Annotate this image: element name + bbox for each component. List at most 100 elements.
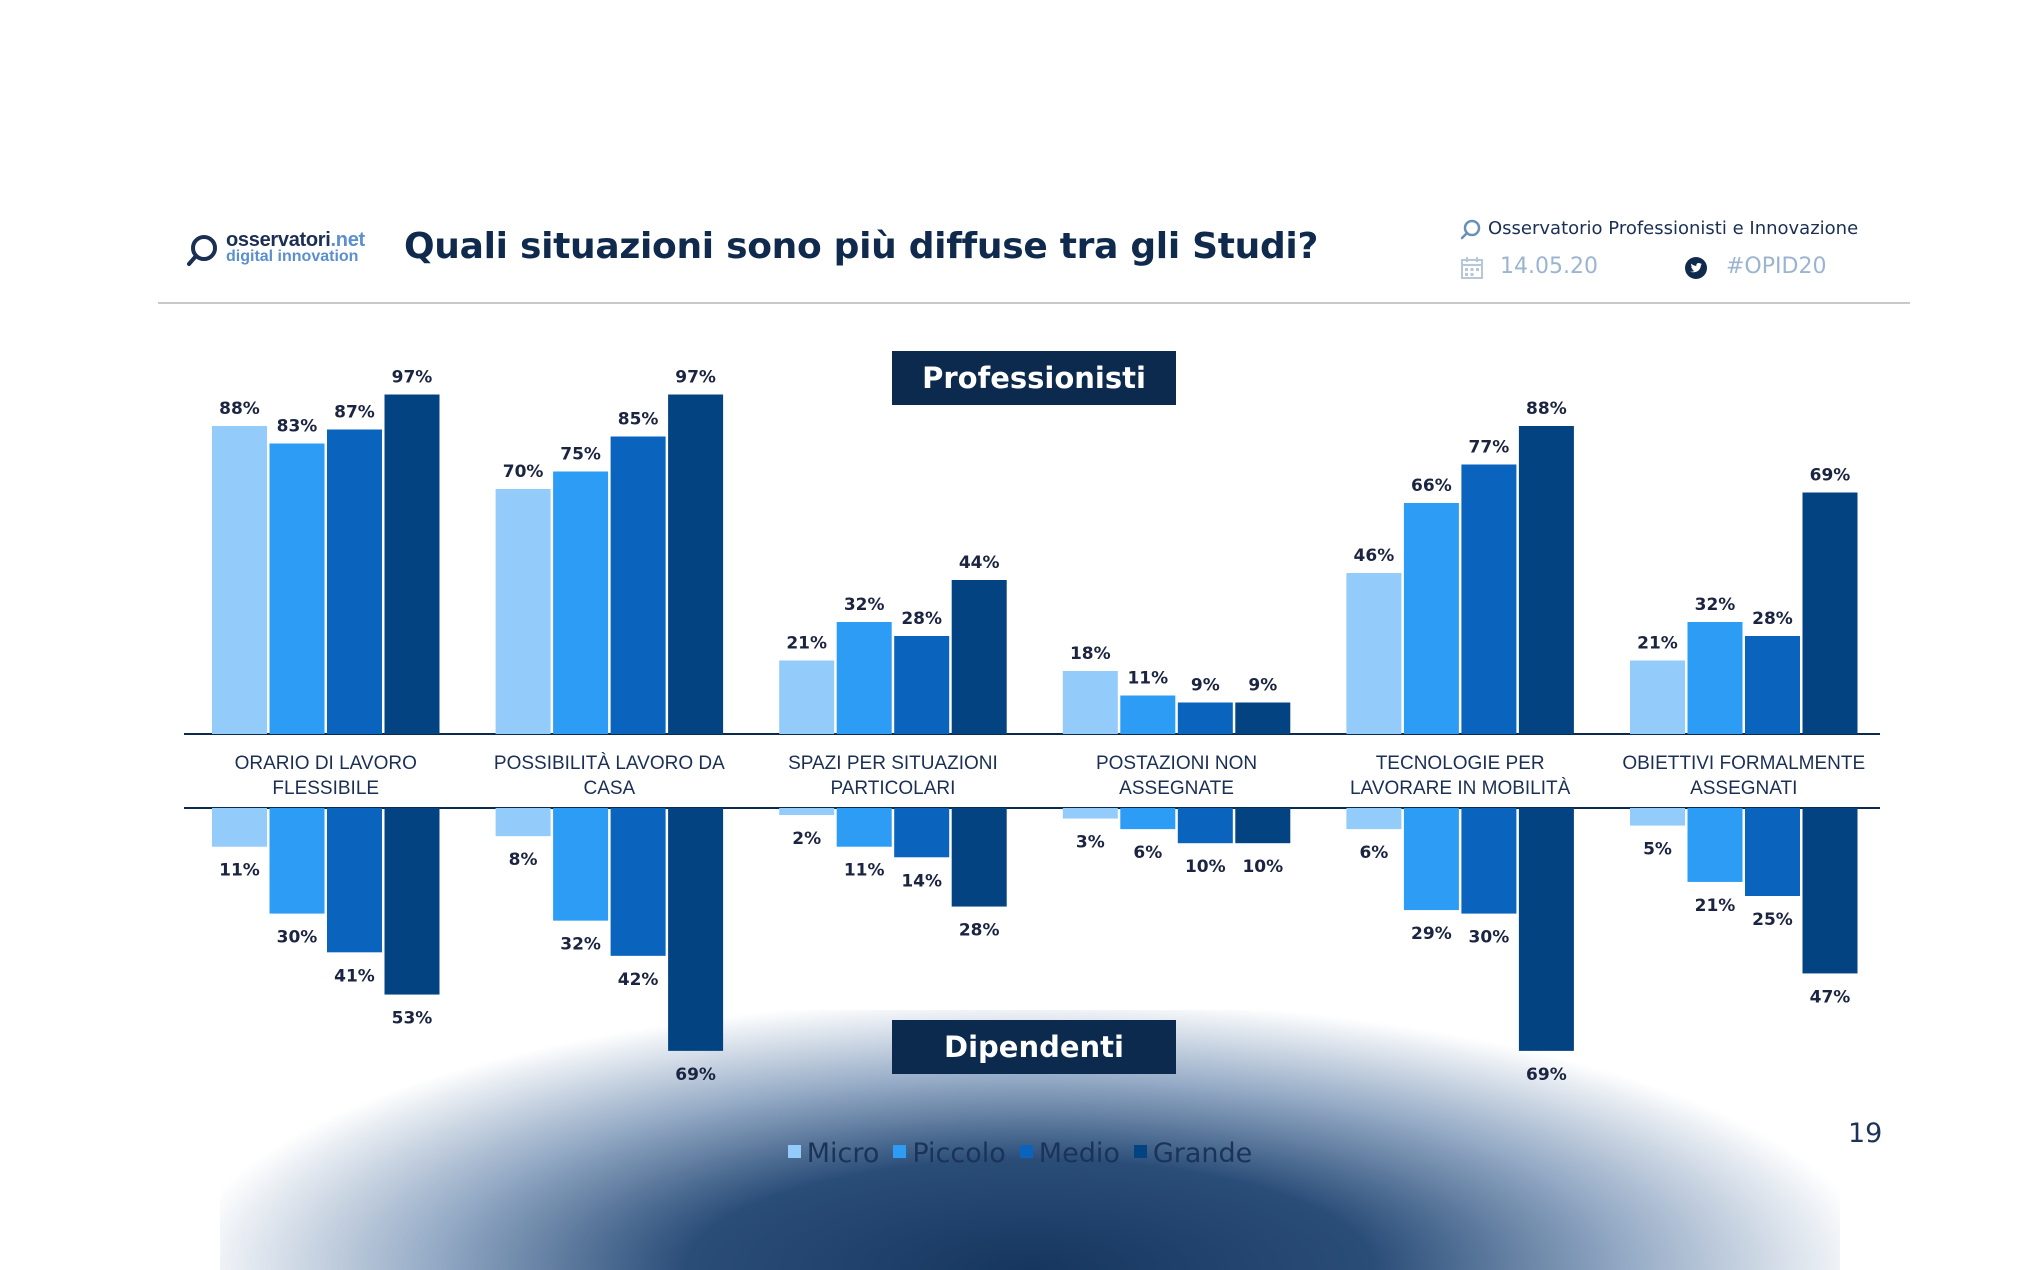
data-label-professionisti: 18% xyxy=(1070,644,1111,664)
bar-dipendenti-piccolo xyxy=(553,808,609,921)
data-label-professionisti: 46% xyxy=(1354,546,1395,566)
bar-dipendenti-piccolo xyxy=(269,808,325,914)
bar-dipendenti-micro xyxy=(1346,808,1402,830)
data-label-dipendenti: 8% xyxy=(509,850,538,870)
logo-text: osservatori.net xyxy=(226,229,365,252)
data-label-dipendenti: 28% xyxy=(959,921,1000,941)
data-label-professionisti: 88% xyxy=(219,399,260,419)
data-label-dipendenti: 41% xyxy=(334,966,375,986)
bar-dipendenti-micro xyxy=(1630,808,1685,826)
legend-item-piccolo: Piccolo xyxy=(893,1138,1006,1169)
logo: osservatori.net digital innovation xyxy=(186,229,376,269)
section-label-professionisti: Professionisti xyxy=(892,351,1176,405)
data-label-professionisti: 70% xyxy=(503,462,544,482)
data-label-dipendenti: 30% xyxy=(1469,928,1510,948)
bar-professionisti-piccolo xyxy=(836,622,892,734)
logo-subtitle: digital innovation xyxy=(226,248,359,265)
bar-professionisti-medio xyxy=(894,636,950,734)
bar-professionisti-micro xyxy=(779,660,835,734)
data-label-dipendenti: 47% xyxy=(1810,987,1851,1007)
section-label-dipendenti: Dipendenti xyxy=(892,1020,1176,1074)
data-label-professionisti: 44% xyxy=(959,553,1000,573)
data-label-dipendenti: 69% xyxy=(1526,1065,1567,1085)
bar-dipendenti-medio xyxy=(1177,808,1233,844)
data-label-professionisti: 97% xyxy=(675,368,716,388)
data-label-professionisti: 85% xyxy=(618,410,659,430)
page-title: Quali situazioni sono più diffuse tra gl… xyxy=(404,226,1319,267)
bar-professionisti-micro xyxy=(212,426,267,734)
data-label-professionisti: 83% xyxy=(277,417,318,437)
data-label-dipendenti: 21% xyxy=(1695,896,1736,916)
bar-dipendenti-medio xyxy=(1461,808,1517,914)
bar-professionisti-grande xyxy=(384,394,440,734)
data-label-dipendenti: 10% xyxy=(1242,857,1283,877)
observatory-text: Osservatorio Professionisti e Innovazion… xyxy=(1488,218,1859,239)
bar-dipendenti-medio xyxy=(610,808,666,956)
data-label-professionisti: 28% xyxy=(1752,609,1793,629)
category-label: FLESSIBILE xyxy=(272,778,379,799)
data-label-dipendenti: 10% xyxy=(1185,857,1226,877)
bar-dipendenti-piccolo xyxy=(1403,808,1459,911)
bar-professionisti-grande xyxy=(1802,492,1858,734)
bar-professionisti-grande xyxy=(1235,702,1291,734)
category-label: SPAZI PER SITUAZIONI xyxy=(788,753,998,774)
chart-legend: Micro Piccolo Medio Grande xyxy=(0,1138,2040,1169)
bar-dipendenti-grande xyxy=(1235,808,1291,844)
bar-professionisti-piccolo xyxy=(269,443,325,734)
legend-swatch xyxy=(1133,1145,1147,1158)
bar-dipendenti-piccolo xyxy=(1120,808,1176,830)
legend-label: Piccolo xyxy=(912,1138,1006,1169)
data-label-professionisti: 75% xyxy=(560,445,601,465)
bar-dipendenti-medio xyxy=(327,808,382,953)
magnifier-icon xyxy=(1460,219,1481,240)
page-number: 19 xyxy=(1848,1118,1883,1149)
legend-label: Grande xyxy=(1152,1138,1253,1169)
header-divider xyxy=(158,302,1910,304)
data-label-dipendenti: 14% xyxy=(901,871,942,891)
category-label: POSTAZIONI NON xyxy=(1096,753,1257,774)
legend-item-medio: Medio xyxy=(1019,1138,1120,1169)
category-label: ASSEGNATI xyxy=(1690,778,1797,799)
data-label-professionisti: 66% xyxy=(1411,476,1452,496)
bar-professionisti-grande xyxy=(668,394,724,734)
data-label-dipendenti: 42% xyxy=(618,970,659,990)
bar-dipendenti-piccolo xyxy=(1687,808,1743,882)
bar-dipendenti-grande xyxy=(668,808,724,1051)
bar-professionisti-micro xyxy=(495,489,551,734)
data-label-professionisti: 32% xyxy=(1695,595,1736,615)
data-label-dipendenti: 2% xyxy=(792,829,821,849)
data-label-professionisti: 69% xyxy=(1810,466,1851,486)
bar-dipendenti-grande xyxy=(1518,808,1574,1051)
bar-professionisti-micro xyxy=(1346,573,1402,734)
twitter-icon xyxy=(1685,257,1707,279)
hashtag-text: #OPID20 xyxy=(1726,254,1827,279)
data-label-dipendenti: 53% xyxy=(392,1009,433,1029)
legend-item-micro: Micro xyxy=(787,1138,879,1169)
diverging-bar-chart: 88% 83% 87% 97% 11% 30% 41% 53% ORARIO DI LAVORO… xyxy=(184,368,1880,1085)
bar-professionisti-grande xyxy=(1518,426,1574,734)
data-label-dipendenti: 11% xyxy=(219,861,260,881)
data-label-professionisti: 9% xyxy=(1248,676,1277,696)
data-label-dipendenti: 69% xyxy=(675,1065,716,1085)
bar-dipendenti-medio xyxy=(894,808,950,858)
bar-dipendenti-grande xyxy=(951,808,1007,907)
legend-swatch xyxy=(1019,1145,1033,1158)
data-label-dipendenti: 5% xyxy=(1643,840,1672,860)
logo-main-text: osservatori xyxy=(226,229,331,251)
bar-professionisti-medio xyxy=(327,429,382,734)
category-label: LAVORARE IN MOBILITÀ xyxy=(1350,778,1571,799)
bar-professionisti-micro xyxy=(1062,671,1118,734)
bar-dipendenti-grande xyxy=(384,808,440,995)
bar-dipendenti-micro xyxy=(212,808,267,847)
bar-professionisti-piccolo xyxy=(1687,622,1743,734)
bar-dipendenti-medio xyxy=(1745,808,1800,896)
bar-professionisti-piccolo xyxy=(1403,503,1459,734)
data-label-dipendenti: 29% xyxy=(1411,924,1452,944)
data-label-professionisti: 88% xyxy=(1526,399,1567,419)
bar-dipendenti-grande xyxy=(1802,808,1858,974)
bar-dipendenti-piccolo xyxy=(836,808,892,847)
bar-professionisti-piccolo xyxy=(553,471,609,734)
category-label: POSSIBILITÀ LAVORO DA xyxy=(494,753,725,774)
calendar-icon xyxy=(1461,257,1483,279)
data-label-dipendenti: 32% xyxy=(560,935,601,955)
